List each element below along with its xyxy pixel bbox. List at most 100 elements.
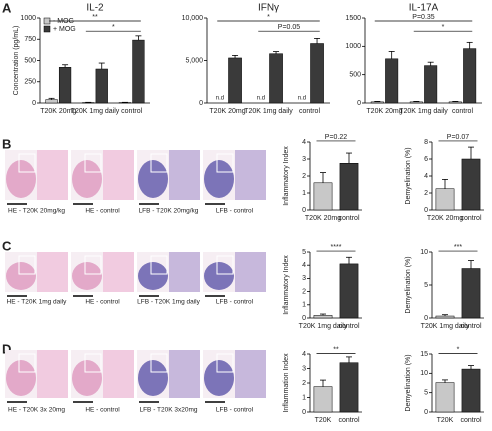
y-tick-label: 0 (32, 100, 36, 107)
x-tick-label: control (460, 323, 481, 330)
x-tick-label: control (121, 108, 142, 115)
legend-swatch (43, 25, 51, 33)
tissue-section (204, 160, 234, 198)
legend-label: + MOG (53, 26, 76, 33)
y-tick-label: 1000 (345, 43, 361, 50)
x-tick-label: T20K (315, 417, 332, 424)
tissue-section (204, 262, 234, 290)
bar (132, 39, 145, 104)
bar (269, 53, 283, 104)
significance-label: **** (331, 244, 342, 251)
panel-label: A (2, 0, 12, 15)
y-tick-label: 250 (24, 79, 36, 86)
bar (313, 386, 333, 413)
bar (448, 101, 462, 104)
legend-swatch (43, 17, 51, 25)
image-caption: HE - T20K 1mg daily (7, 299, 68, 306)
tissue-zoom (103, 150, 134, 200)
y-tick-label: 4 (302, 351, 306, 358)
bar (339, 263, 359, 319)
y-tick-label: 3 (302, 275, 306, 282)
bar (461, 268, 481, 319)
tissue-zoom (37, 150, 68, 200)
y-tick-label: 0 (424, 409, 428, 416)
y-axis-label: Inflammatory Index (283, 146, 290, 206)
bar (339, 362, 359, 413)
tissue-zoom (37, 350, 68, 398)
tissue-zoom (169, 150, 200, 200)
x-tick-label: T20K 20mg (366, 108, 402, 115)
inset-box (150, 153, 168, 173)
y-axis-label: Demyelination (%) (405, 256, 412, 313)
significance-label: ** (333, 346, 339, 353)
bar (310, 43, 324, 104)
tissue-zoom (169, 252, 200, 292)
tissue-section (138, 262, 168, 290)
image-caption: LFB - T20K 3x20mg (139, 407, 197, 414)
significance-label: ** (92, 14, 98, 21)
chart-title: IL-17A (409, 3, 439, 14)
image-caption: LFB - control (216, 407, 254, 414)
significance-label: P=0.22 (325, 134, 347, 141)
tissue-section (72, 160, 102, 198)
x-tick-label: control (460, 215, 481, 222)
significance-label: * (267, 14, 270, 21)
y-tick-label: 5 (424, 390, 428, 397)
significance-label: * (112, 24, 115, 31)
bar (435, 315, 455, 319)
y-axis-label: Inflammatory Index (283, 255, 290, 315)
x-tick-label: control (299, 108, 320, 115)
y-tick-label: 10 (420, 370, 428, 377)
x-tick-label: control (452, 108, 473, 115)
y-tick-label: 0 (302, 207, 306, 214)
y-tick-label: 8 (424, 139, 428, 146)
y-tick-label: 0 (302, 315, 306, 322)
tissue-zoom (103, 350, 134, 398)
tissue-zoom (235, 252, 266, 292)
y-tick-label: 0 (199, 100, 203, 107)
tissue-section (72, 262, 102, 290)
x-tick-label: T20K (437, 417, 454, 424)
y-tick-label: 5 (424, 282, 428, 289)
y-tick-label: 0 (357, 100, 361, 107)
bar (339, 163, 359, 211)
y-tick-label: 500 (24, 57, 36, 64)
panel-label: C (2, 238, 12, 253)
y-tick-label: 0 (424, 207, 428, 214)
tissue-section (138, 360, 168, 396)
tissue-zoom (37, 252, 68, 292)
inset-box (84, 255, 102, 275)
y-tick-label: 4 (302, 139, 306, 146)
y-tick-label: 2 (302, 380, 306, 387)
y-tick-label: 0 (302, 409, 306, 416)
y-tick-label: 2 (302, 288, 306, 295)
tissue-zoom (169, 350, 200, 398)
panel-label: D (2, 341, 11, 356)
image-caption: HE - control (85, 407, 120, 414)
image-caption: LFB - control (216, 208, 254, 215)
bar (45, 99, 58, 104)
bar (435, 188, 455, 211)
y-axis-label: Inflammation Index (283, 353, 290, 413)
tissue-zoom (235, 150, 266, 200)
x-tick-label: control (338, 417, 359, 424)
significance-label: * (457, 346, 460, 353)
y-tick-label: 4 (424, 173, 428, 180)
inset-box (18, 353, 36, 373)
chart-title: IL-2 (86, 3, 104, 14)
bar (95, 68, 108, 104)
inset-box (150, 353, 168, 373)
inset-box (18, 153, 36, 173)
value-label: n.d (216, 96, 224, 102)
image-caption: HE - control (85, 208, 120, 215)
bar (461, 158, 481, 211)
x-tick-label: T20K 1mg daily (399, 108, 448, 115)
y-tick-label: 2 (424, 190, 428, 197)
bar (435, 382, 455, 413)
image-caption: LFB - control (216, 299, 254, 306)
inset-box (18, 255, 36, 275)
y-tick-label: 4 (302, 262, 306, 269)
inset-box (150, 255, 168, 275)
panel-label: B (2, 136, 11, 151)
